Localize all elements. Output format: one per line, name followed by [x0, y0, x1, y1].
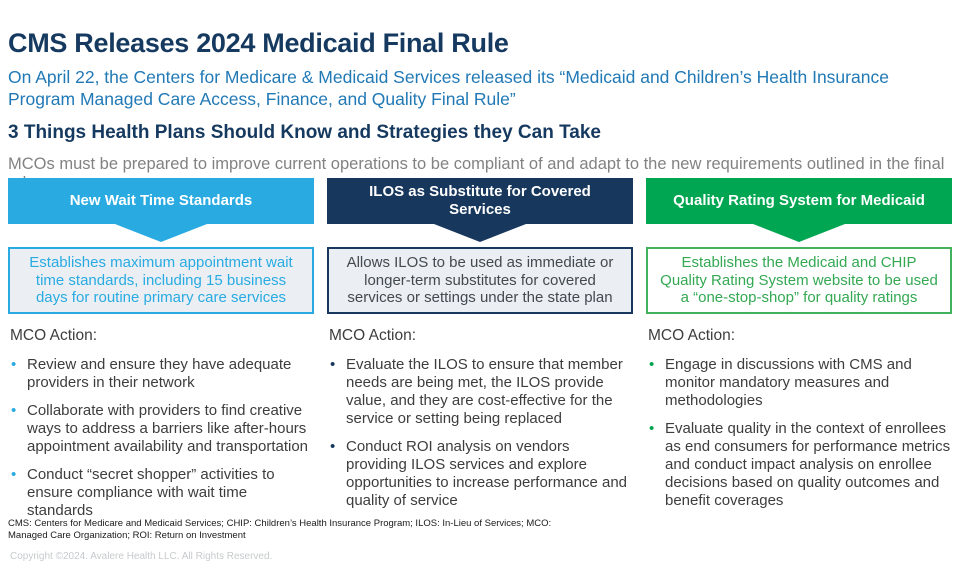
column-quality-rating: Quality Rating System for Medicaid Estab…	[646, 178, 952, 530]
column-wait-time-standards: New Wait Time Standards Establishes maxi…	[8, 178, 314, 530]
copyright-text: Copyright ©2024. Avalere Health LLC. All…	[10, 551, 273, 562]
footnote-line-2: Managed Care Organization; ROI: Return o…	[8, 529, 246, 541]
column-header-banner: Quality Rating System for Medicaid	[646, 178, 952, 224]
subtitle-line-2: Program Managed Care Access, Finance, an…	[8, 89, 516, 109]
column-header-banner: ILOS as Substitute for Covered Services	[327, 178, 633, 224]
banner-arrow-down-icon	[434, 224, 526, 242]
bullet-item: Review and ensure they have adequate pro…	[8, 356, 314, 392]
mco-action-label: MCO Action:	[10, 326, 97, 344]
section-heading: 3 Things Health Plans Should Know and St…	[8, 122, 601, 143]
bullet-list: Evaluate the ILOS to ensure that member …	[327, 356, 633, 510]
subtitle-line-1: On April 22, the Centers for Medicare & …	[8, 67, 889, 87]
banner-arrow-down-icon	[753, 224, 845, 242]
page-title: CMS Releases 2024 Medicaid Final Rule	[8, 28, 509, 58]
subtitle: On April 22, the Centers for Medicare & …	[8, 66, 954, 110]
summary-box: Allows ILOS to be used as immediate or l…	[327, 247, 633, 314]
footnote-line-1: CMS: Centers for Medicare and Medicaid S…	[8, 518, 552, 529]
bullet-item: Collaborate with providers to find creat…	[8, 402, 314, 456]
columns-container: New Wait Time Standards Establishes maxi…	[8, 178, 952, 530]
mco-action-label: MCO Action:	[648, 326, 735, 344]
mco-action-label: MCO Action:	[329, 326, 416, 344]
bullet-list: Engage in discussions with CMS and monit…	[646, 356, 952, 510]
banner-arrow-down-icon	[115, 224, 207, 242]
bullet-item: Conduct ROI analysis on vendors providin…	[327, 438, 633, 510]
column-ilos-substitute: ILOS as Substitute for Covered Services …	[327, 178, 633, 530]
bullet-list: Review and ensure they have adequate pro…	[8, 356, 314, 520]
bullet-item: Engage in discussions with CMS and monit…	[646, 356, 952, 410]
column-header-banner: New Wait Time Standards	[8, 178, 314, 224]
footnote: CMS: Centers for Medicare and Medicaid S…	[8, 518, 551, 541]
summary-box: Establishes the Medicaid and CHIP Qualit…	[646, 247, 952, 314]
summary-box: Establishes maximum appointment wait tim…	[8, 247, 314, 314]
bullet-item: Evaluate quality in the context of enrol…	[646, 420, 952, 510]
header-block: CMS Releases 2024 Medicaid Final Rule On…	[8, 0, 954, 193]
bullet-item: Conduct “secret shopper” activities to e…	[8, 466, 314, 520]
bullet-item: Evaluate the ILOS to ensure that member …	[327, 356, 633, 428]
